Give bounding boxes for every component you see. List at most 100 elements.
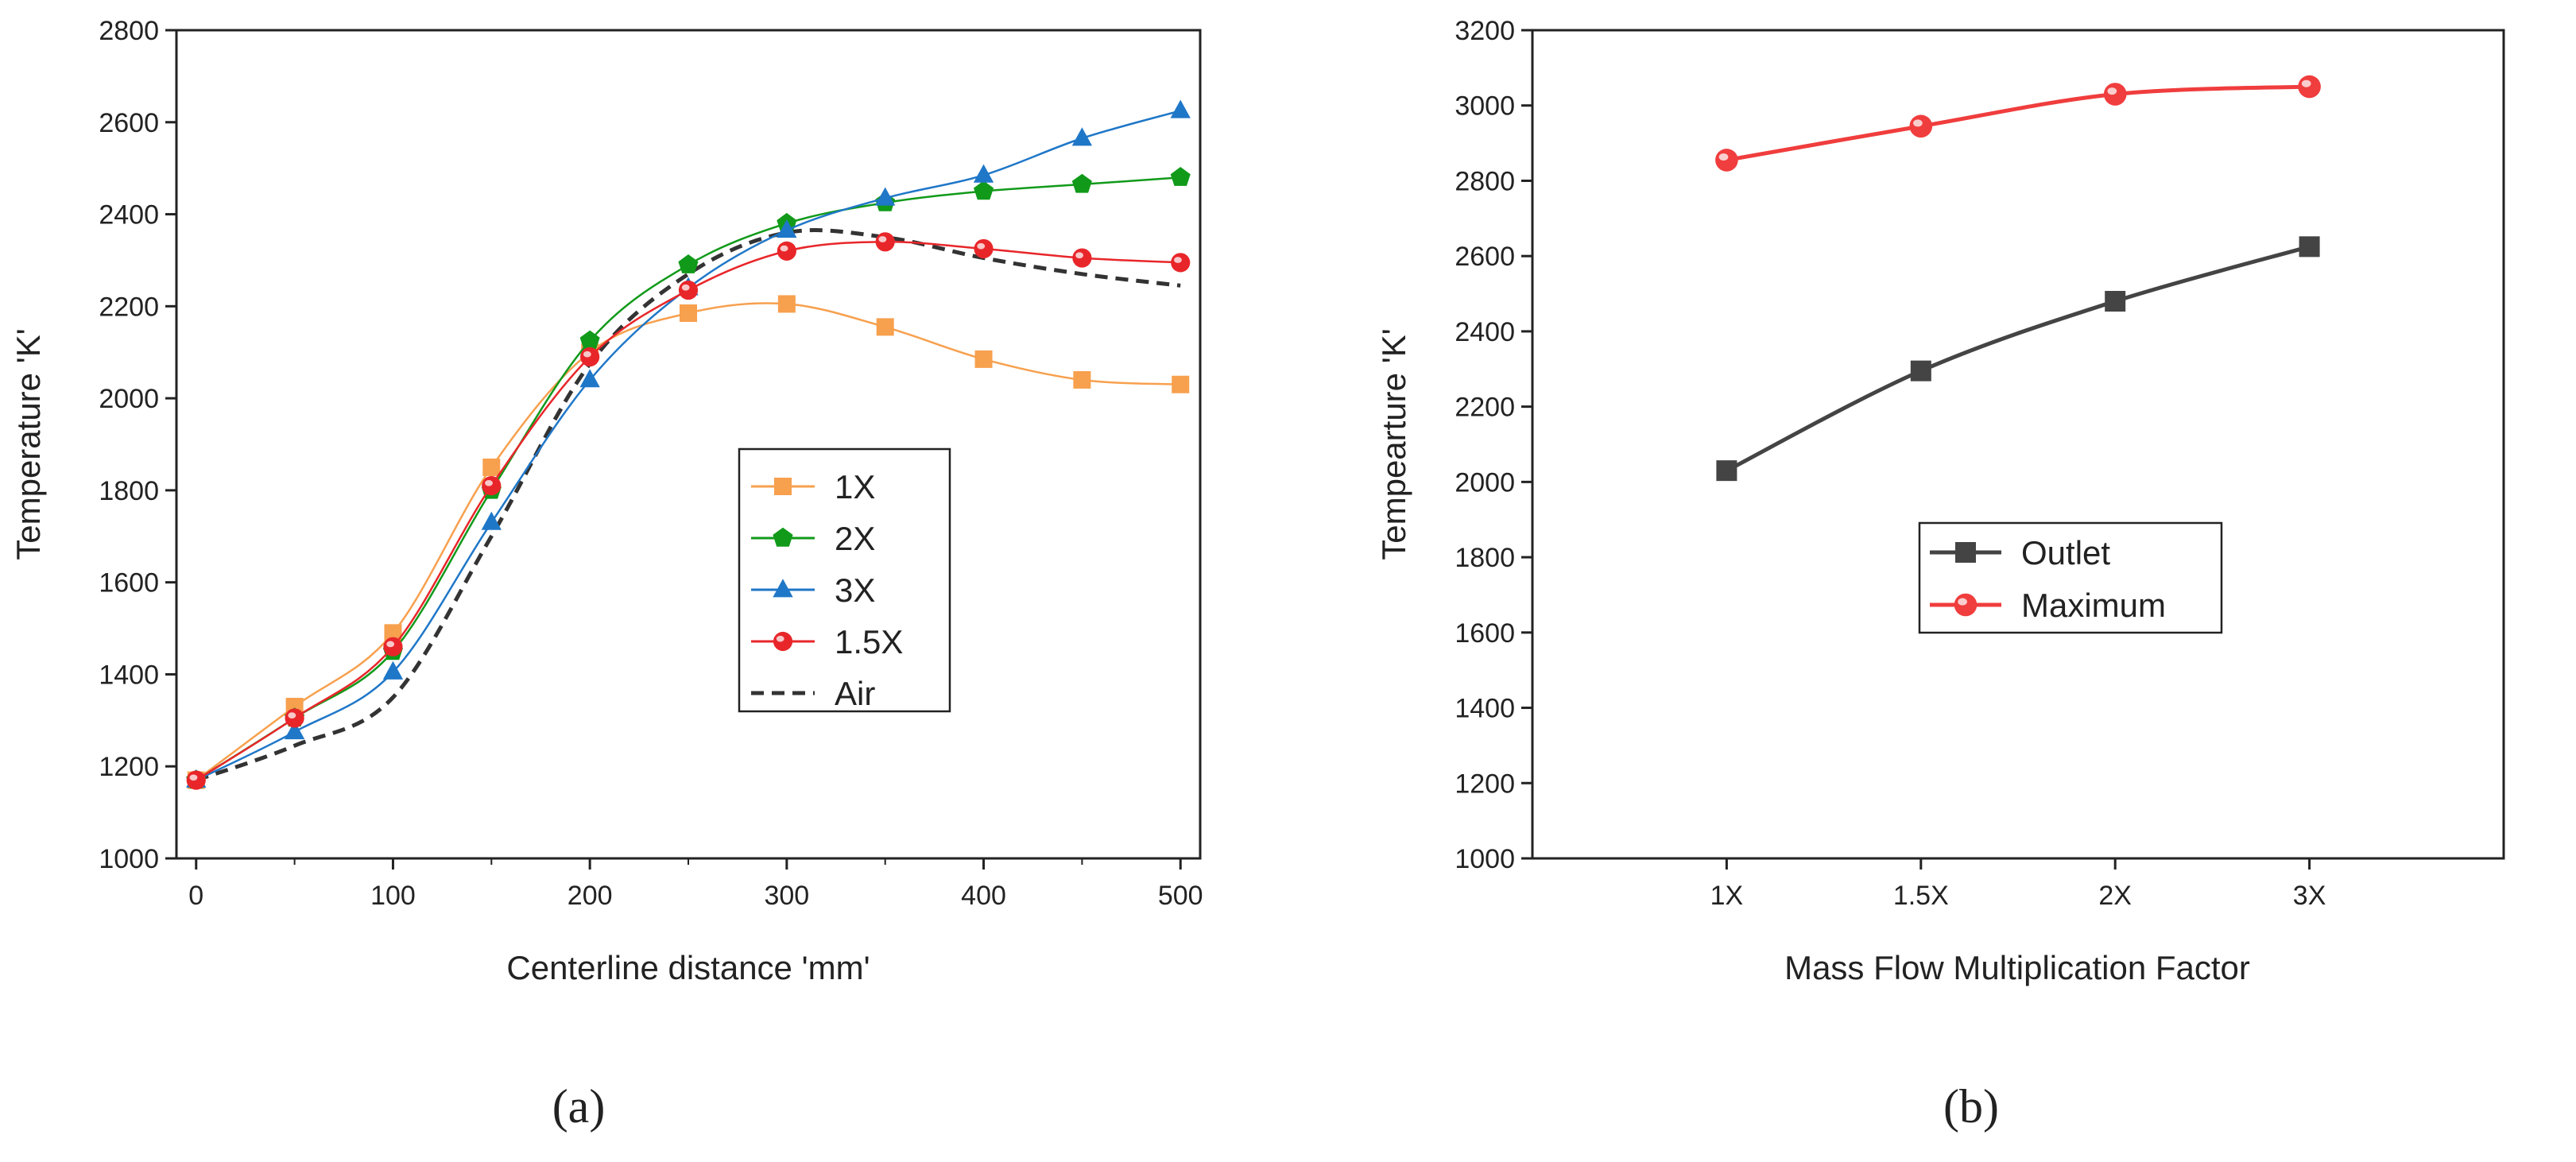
panel-b-legend-outlet-swatch-marker	[1955, 542, 1976, 563]
panel-b-series-maximum-point	[1715, 149, 1738, 172]
panel-a-series-1-5x-point-fill	[678, 280, 699, 300]
panel-a-x-tick-label: 300	[764, 881, 809, 911]
panel-b-series-maximum-point-highlight	[1913, 119, 1923, 127]
panel-b-y-tick-label: 3200	[1455, 16, 1515, 46]
panel-a-series-2x-point	[579, 330, 600, 350]
panel-b-series-maximum	[1715, 75, 2321, 172]
panel-a-series-1-5x-point	[482, 476, 502, 496]
panel-a-series-3x-point	[777, 219, 797, 238]
panel-b-x-tick-label: 1.5X	[1893, 881, 1949, 911]
panel-a-legend-air-label: Air	[835, 675, 875, 712]
panel-a-series-1-5x-point-fill	[1072, 248, 1092, 268]
panel-a-series-1-5x-point-highlight	[288, 712, 296, 719]
panel-a-label: (a)	[552, 1080, 606, 1133]
panel-b-series-maximum-point	[2103, 83, 2127, 106]
panel-b-legend: Outlet Maximum	[1918, 521, 2223, 634]
panel-a-series-1-5x-point	[678, 280, 699, 300]
panel-a-series-3x-point	[1071, 127, 1093, 146]
panel-b-series-outlet-point	[1910, 360, 1931, 382]
panel-a-series-1-5x-point-highlight	[681, 284, 690, 291]
panel-a-legend-1-5x: 1.5X	[751, 623, 903, 660]
panel-a-chart: 1000120014001600180020002200240026002800…	[10, 16, 1203, 1133]
panel-a-y-tick-label: 1200	[99, 752, 159, 782]
panel-b-series-outlet-point	[1716, 460, 1737, 482]
panel-a-series-1-5x-point-highlight	[189, 774, 198, 781]
panel-a-series-3x-point	[481, 511, 502, 530]
panel-a-series-1-5x-point-fill	[777, 241, 796, 261]
panel-a-legend-1x: 1X	[751, 468, 875, 505]
panel-a-series-1x-point	[384, 624, 402, 642]
panel-b-y-tick-label: 1600	[1455, 618, 1515, 649]
panel-b-legend-maximum-label: Maximum	[2021, 587, 2166, 624]
panel-a-series-3x-point	[973, 164, 994, 183]
panel-b-y-tick-label: 1800	[1455, 543, 1515, 573]
panel-a-y-tick-label: 2000	[99, 384, 159, 414]
panel-a-series-1-5x-point-highlight	[780, 245, 788, 252]
panel-a-series-1-5x-point-highlight	[386, 641, 395, 648]
panel-b-x-tick-label: 1X	[1710, 881, 1744, 911]
panel-a-series-air-line	[195, 228, 1181, 782]
panel-b-y-tick-label: 2000	[1455, 467, 1515, 498]
panel-a-series-2x-point	[1071, 173, 1092, 193]
panel-a-legend-3x-label: 3X	[835, 571, 875, 609]
panel-a-series-1-5x-point	[1171, 253, 1191, 273]
panel-b-series-outlet-line	[1726, 244, 2311, 473]
panel-b-x-tick-label: 3X	[2293, 881, 2326, 911]
panel-b-legend-maximum-swatch-marker-highlight	[1958, 598, 1967, 606]
panel-a-series-1x-point	[680, 304, 697, 323]
panel-b-series-maximum-point-highlight	[1718, 153, 1729, 161]
panel-a-legend-air: Air	[751, 675, 875, 712]
panel-a-y-tick-label: 2600	[99, 108, 159, 138]
panel-a-series-1x-point	[482, 458, 501, 476]
panel-b-series-maximum-point-highlight	[2301, 79, 2311, 87]
panel-a-series-3x-point	[875, 187, 896, 206]
panel-a-legend-1x-swatch-marker	[774, 478, 792, 495]
panel-a-series-1x-point	[974, 350, 993, 368]
panel-b-legend-maximum-swatch-marker	[1954, 593, 1978, 617]
panel-a-series-2x-point	[1170, 167, 1191, 186]
panel-a-series-1-5x-point	[285, 708, 304, 728]
panel-a-series-1x-line	[196, 302, 1181, 781]
panel-a-y-tick-label: 1000	[99, 844, 159, 874]
panel-a-y-tick-label: 1800	[99, 476, 159, 506]
panel-b-series-maximum-point-highlight	[2107, 87, 2117, 95]
panel-a-series-1-5x-point	[1072, 248, 1092, 268]
panel-a-series-3x-point	[284, 721, 305, 740]
panel-b-label: (b)	[1943, 1080, 1999, 1133]
panel-b-y-tick-label: 2600	[1455, 242, 1515, 272]
panel-b-chart: 1000 1200 1400 1600 1800 2000 2200 2400 2600 2800…	[1375, 16, 2505, 1133]
panel-a-series-1-5x-point	[974, 238, 994, 259]
panel-a-x-tick-label: 100	[370, 881, 416, 911]
panel-a-series-1x-point	[777, 295, 796, 313]
panel-a-series-3x-line	[196, 110, 1181, 781]
panel-a-series-1-5x-point-highlight	[583, 351, 591, 358]
panel-a-legend-3x-swatch-marker	[773, 579, 793, 598]
panel-b-series-maximum-point	[2298, 75, 2321, 99]
panel-a-series-1x-point	[1172, 375, 1190, 393]
panel-a-series-1x-point	[876, 318, 894, 336]
panel-b-x-tick-label: 2X	[2098, 881, 2132, 911]
panel-a-x-tick-label: 500	[1158, 881, 1203, 911]
panel-a-series-1-5x-point-fill	[482, 476, 502, 496]
panel-a-legend-1x-label: 1X	[835, 468, 875, 505]
panel-b-x-axis-title: Mass Flow Multiplication Factor	[1784, 949, 2250, 986]
panel-a-series-1-5x-line	[196, 241, 1181, 781]
panel-a-series-3x-point	[1170, 99, 1191, 118]
panel-a-legend: 1X 2X 3X 1.5X Air	[738, 447, 951, 713]
panel-a-y-tick-label: 2800	[99, 16, 159, 46]
panel-b-series-maximum-line	[1726, 84, 2310, 162]
panel-a-x-axis-title: Centerline distance 'mm'	[506, 949, 870, 986]
panel-a-series-2x-line	[196, 176, 1181, 781]
panel-a-legend-3x: 3X	[751, 571, 875, 609]
panel-a-legend-2x-label: 2X	[835, 520, 875, 557]
panel-a-y-tick-label: 2200	[99, 292, 159, 322]
panel-a-series-2x-point	[678, 254, 699, 273]
panel-b-y-tick-label: 3000	[1455, 91, 1515, 122]
panel-b-series-maximum-point-fill	[2298, 75, 2321, 99]
panel-b-legend-maximum: Maximum	[1930, 587, 2166, 624]
panel-b-series	[1715, 75, 2321, 482]
panel-a-series-3x-point	[579, 369, 600, 388]
panel-b-y-tick-label: 1200	[1455, 769, 1515, 799]
panel-a-series-1-5x-point	[580, 347, 600, 367]
